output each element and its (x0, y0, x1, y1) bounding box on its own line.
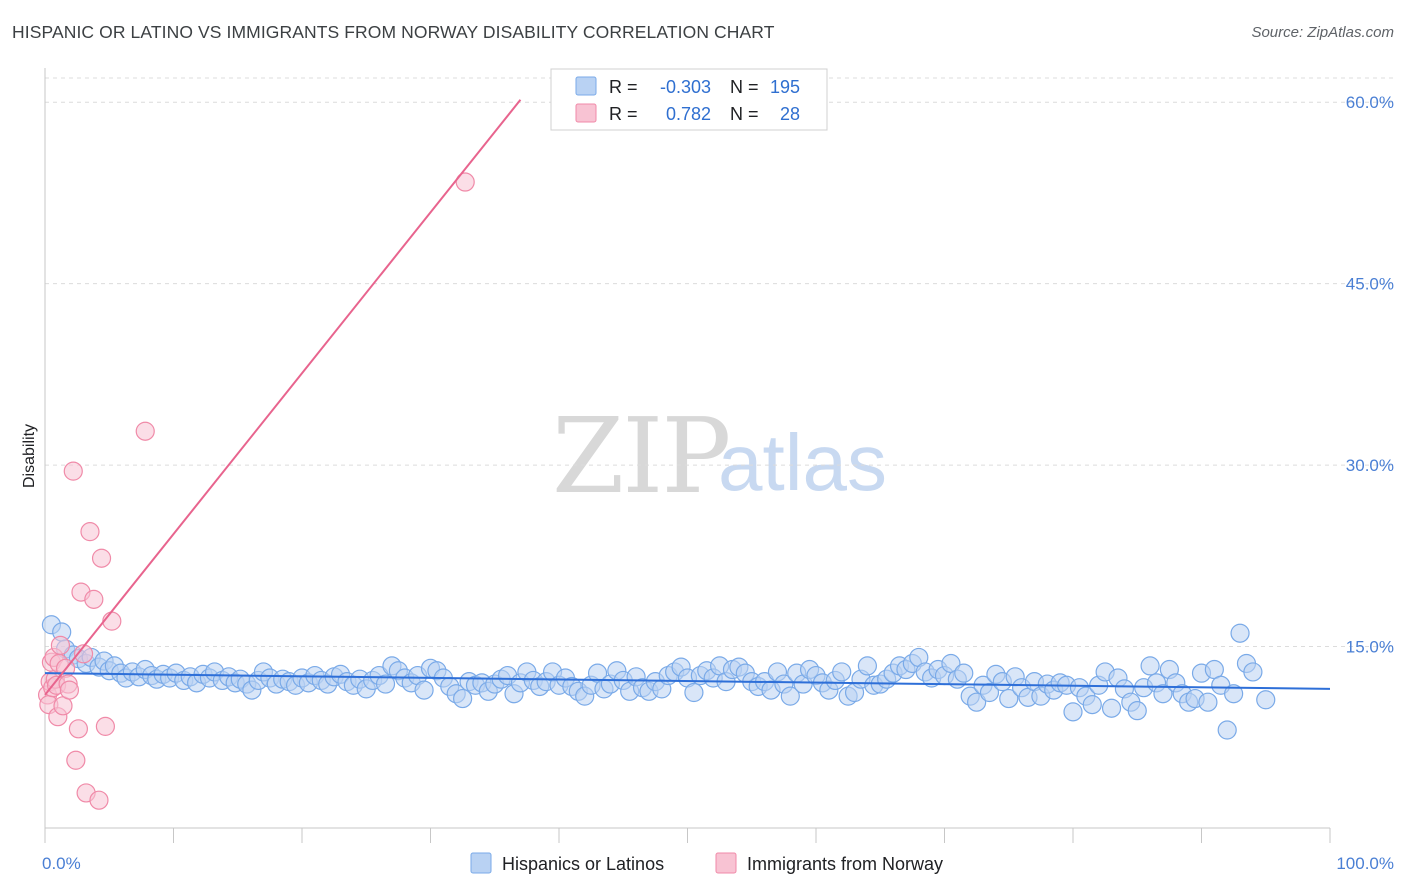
bottom-legend-swatch-norway (715, 852, 737, 874)
hispanic-point-184 (1217, 720, 1237, 740)
norway-point-21 (80, 522, 100, 542)
y-tick-label-15: 15.0% (1346, 638, 1394, 657)
hispanic-point-116 (780, 686, 800, 706)
hispanic-point-166 (1101, 698, 1122, 718)
legend-swatch-hispanics (575, 76, 597, 96)
hispanic-point-189 (1256, 690, 1276, 710)
trend-lines (44, 99, 1331, 696)
bottom-legend: Hispanics or Latinos Immigrants from Nor… (470, 852, 943, 874)
y-axis-label: Disability (21, 424, 38, 488)
norway-point-14 (59, 680, 80, 700)
watermark-zip: ZIP (552, 395, 729, 517)
legend-r-value-0: -0.303 (660, 77, 711, 97)
norway-point-28 (455, 172, 475, 192)
hispanic-point-145 (967, 692, 987, 712)
hispanic-point-150 (999, 688, 1019, 709)
y-tick-label-45: 45.0% (1346, 275, 1394, 294)
hispanic-point-53 (375, 674, 396, 694)
gridlines (45, 77, 1394, 648)
hispanic-point-143 (954, 663, 974, 683)
hispanic-point-170 (1127, 701, 1147, 721)
hispanic-point-172 (1140, 656, 1160, 676)
stats-legend: R = -0.303 N = 195 R = 0.782 N = 28 (550, 68, 828, 131)
hispanic-point-124 (832, 662, 852, 682)
hispanic-point-147 (979, 682, 1000, 703)
hispanic-point-174 (1153, 684, 1173, 704)
hispanic-point-128 (857, 656, 878, 676)
norway-point-25 (95, 716, 115, 736)
bottom-legend-label-hispanics: Hispanics or Latinos (502, 854, 664, 874)
norway-point-16 (66, 750, 86, 770)
hispanic-point-185 (1224, 684, 1244, 704)
legend-n-label-1: N = (730, 104, 759, 124)
series-immigrants-from-norway (37, 172, 475, 810)
watermark-atlas: atlas (718, 418, 887, 507)
y-tick-label-30: 30.0% (1346, 456, 1394, 475)
legend-n-value-1: 28 (780, 104, 800, 124)
legend-n-value-0: 195 (770, 77, 800, 97)
source-credit: Source: ZipAtlas.com (1251, 24, 1394, 41)
hispanic-point-160 (1063, 702, 1083, 722)
norway-point-15 (63, 461, 83, 481)
series-hispanics-or-latinos (41, 615, 1276, 740)
norway-point-26 (102, 611, 122, 631)
bottom-legend-swatch-hispanics (470, 852, 492, 874)
legend-r-value-1: 0.782 (666, 104, 711, 124)
hispanic-point-101 (684, 682, 704, 703)
norway-point-10 (50, 635, 71, 655)
legend-n-label-0: N = (730, 77, 759, 97)
stats-legend-box (550, 68, 828, 131)
x-tick-label-max: 100.0% (1336, 854, 1394, 873)
norway-point-17 (68, 719, 89, 739)
legend-r-label-0: R = (609, 77, 638, 97)
hispanic-point-186 (1230, 623, 1250, 643)
bottom-legend-label-norway: Immigrants from Norway (747, 854, 943, 874)
hispanic-point-181 (1198, 692, 1218, 712)
hispanic-point-163 (1082, 695, 1102, 715)
x-axis-ticks (44, 828, 1331, 843)
x-tick-label-min: 0.0% (42, 854, 81, 873)
hispanic-point-59 (414, 680, 434, 700)
y-tick-label-60: 60.0% (1346, 93, 1394, 112)
hispanic-point-188 (1243, 662, 1263, 682)
norway-point-24 (91, 548, 112, 568)
y-tick-labels: 15.0% 30.0% 45.0% 60.0% (1346, 93, 1394, 656)
chart-title: HISPANIC OR LATINO VS IMMIGRANTS FROM NO… (12, 22, 775, 42)
norway-point-27 (135, 421, 155, 441)
legend-swatch-norway (575, 103, 597, 123)
norway-point-23 (89, 790, 109, 810)
norway-point-19 (73, 644, 94, 664)
trend-line-hispanics (44, 672, 1331, 690)
legend-r-label-1: R = (609, 104, 638, 124)
hispanic-point-65 (453, 688, 473, 709)
norway-point-22 (84, 589, 104, 609)
watermark: ZIP atlas (552, 395, 887, 517)
trend-line-norway (44, 99, 522, 696)
